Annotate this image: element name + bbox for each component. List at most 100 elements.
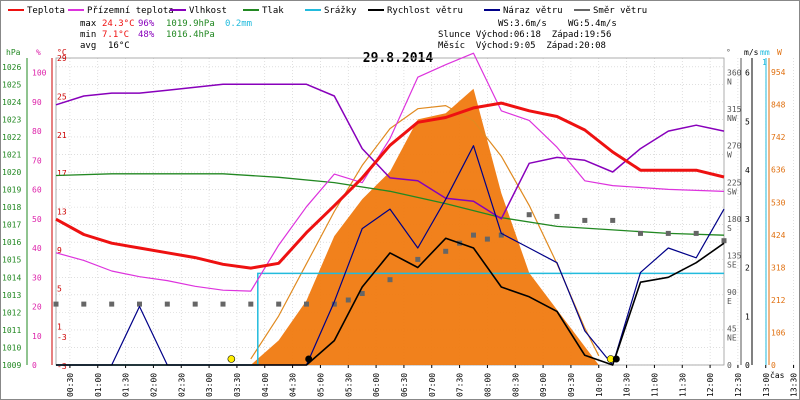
axis-hpa-tick: 1019 [2, 186, 21, 195]
wind-direction-point [471, 232, 476, 238]
axis-dir-tick: 45 [727, 324, 737, 333]
x-tick-label: 06:00 [372, 373, 381, 397]
x-tick-label: 01:00 [94, 373, 103, 397]
axis-degc-tick: -3 [57, 333, 67, 342]
axis-hpa-tick: 1018 [2, 203, 21, 212]
series-solar-max [250, 104, 600, 360]
axis-degc-tick: 13 [57, 208, 67, 217]
axis-hpa-tick: 1023 [2, 115, 21, 124]
axis-w-tick: 848 [771, 101, 786, 110]
axis-hpa-tick: 1026 [2, 63, 21, 72]
legend-label: Teplota [27, 6, 65, 16]
x-tick-label: 05:30 [344, 373, 353, 397]
wind-direction-point [192, 301, 198, 307]
axis-pct-unit: % [36, 48, 41, 57]
axis-pct-tick: 30 [32, 273, 42, 282]
axis-w-tick: 0 [771, 361, 776, 370]
axis-dir-tick: SE [727, 260, 737, 269]
wind-direction-point [53, 301, 59, 307]
axis-w-tick: 530 [771, 198, 786, 207]
series-pressure [55, 173, 725, 236]
axis-pct-tick: 10 [32, 332, 42, 341]
info-ws: WS:3.6m/s [498, 19, 547, 29]
x-tick-label: 04:00 [261, 373, 270, 397]
x-tick-label: 01:30 [122, 373, 131, 397]
wind-direction-point [693, 230, 699, 236]
stats-block: max 24.3°C 96% 1019.9hPa 0.2mm min 7.1°C… [80, 19, 252, 51]
stats-min-temp: 7.1°C [102, 30, 129, 40]
sunrise-marker [227, 355, 236, 363]
axis-w-unit: W [777, 48, 782, 57]
x-tick-label: 05:00 [316, 373, 325, 397]
wind-direction-point [137, 301, 142, 307]
axis-dir-tick: 180 [727, 215, 742, 224]
wind-direction-point [276, 301, 282, 307]
axis-ms-tick: 1 [745, 312, 750, 321]
x-tick-label: 13:30 [790, 373, 799, 397]
series-humidity [55, 83, 725, 220]
axis-hpa-unit: hPa [6, 48, 21, 57]
legend-label: Vlhkost [189, 6, 227, 16]
axis-degc-unit: °C [57, 48, 67, 57]
axis-w-tick: 106 [771, 328, 786, 337]
axis-dir-tick: 90 [727, 288, 737, 297]
axis-dir-tick: NW [727, 114, 737, 123]
wind-direction-point [721, 238, 727, 244]
x-tick-label: 10:00 [595, 373, 604, 397]
wind-direction-point [498, 232, 504, 238]
wind-direction-point [387, 277, 393, 283]
stats-min-hum: 48% [138, 30, 155, 40]
wind-direction-point [109, 301, 115, 307]
x-tick-label: 12:00 [706, 373, 715, 397]
axis-dir-tick: E [727, 297, 732, 306]
axes: hPa1026102510241023102210211020101910181… [2, 48, 799, 397]
wind-direction-point [484, 236, 490, 242]
series-layer [53, 52, 727, 366]
axis-dir-tick: 0 [727, 361, 732, 370]
axis-ms-tick: 6 [745, 69, 750, 78]
axis-pct-tick: 50 [32, 215, 42, 224]
axis-w-tick: 424 [771, 231, 786, 240]
axis-w-tick: 636 [771, 166, 786, 175]
legend-label: Rychlost větru [387, 6, 463, 16]
stats-max-hum: 96% [138, 19, 155, 29]
stats-max-label: max [80, 19, 97, 29]
axis-dir-unit: ° [726, 48, 731, 57]
axis-hpa-tick: 1016 [2, 238, 21, 247]
x-tick-label: 03:30 [233, 373, 242, 397]
info-wg: WG:5.4m/s [568, 19, 617, 29]
x-tick-label: 09:00 [539, 373, 548, 397]
x-tick-label: 11:00 [650, 373, 659, 397]
axis-dir-tick: 315 [727, 105, 742, 114]
x-tick-label: 12:30 [734, 373, 743, 397]
axis-w-tick: 954 [771, 68, 786, 77]
series-ground-temperature [55, 52, 725, 292]
axis-degc-tick: 17 [57, 169, 67, 178]
axis-hpa-tick: 1022 [2, 133, 21, 142]
wind-direction-point [638, 230, 643, 236]
axis-degc-tick: 29 [57, 54, 67, 63]
axis-hpa-tick: 1010 [2, 343, 21, 352]
axis-degc-tick: -3 [57, 362, 67, 371]
axis-hpa-tick: 1020 [2, 168, 21, 177]
axis-w-tick: 318 [771, 263, 786, 272]
axis-mm-unit: mm [760, 48, 770, 57]
axis-dir-tick: N [727, 78, 732, 87]
axis-pct-tick: 40 [32, 244, 42, 253]
legend: Teplota Přízemní teplota Vlhkost Tlak Srážky… [8, 6, 647, 16]
wind-direction-point [304, 301, 309, 307]
axis-hpa-tick: 1013 [2, 291, 21, 300]
stats-min-label: min [80, 30, 96, 40]
x-tick-label: 09:30 [567, 373, 576, 397]
info-block: WS:3.6m/s WG:5.4m/s Slunce Východ:06:18 … [438, 19, 617, 51]
axis-pct-tick: 60 [32, 186, 42, 195]
axis-degc-tick: 21 [57, 131, 67, 140]
wind-direction-point [582, 217, 588, 223]
axis-hpa-tick: 1012 [2, 308, 21, 317]
wind-direction-point [443, 248, 449, 254]
series-temperature [55, 101, 725, 270]
axis-ms-tick: 3 [745, 215, 750, 224]
axis-hpa-tick: 1011 [2, 326, 21, 335]
series-solar-radiation [250, 88, 599, 365]
x-tick-label: 00:30 [66, 373, 75, 397]
